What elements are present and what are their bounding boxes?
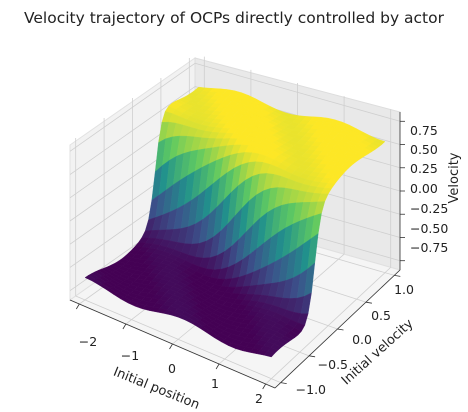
y-tick-mark — [280, 382, 287, 385]
z-tick-label: −0.75 — [410, 240, 448, 255]
x-tick-label: 0 — [168, 361, 176, 376]
z-axis-label: Velocity — [447, 152, 462, 203]
z-tick-label: 0.50 — [410, 142, 438, 157]
surface — [84, 86, 386, 358]
x-tick-label: 1 — [211, 376, 219, 391]
surface-patch — [263, 350, 276, 358]
y-tick-label: 1.0 — [394, 282, 414, 297]
z-tick-label: −0.25 — [410, 201, 448, 216]
z-tick-label: −0.50 — [410, 221, 448, 236]
x-tick-mark — [262, 383, 267, 390]
x-tick-label: −1 — [121, 348, 139, 363]
y-axis-label: Initial velocity — [339, 316, 417, 388]
y-tick-label: 0.0 — [352, 332, 372, 347]
z-tick-label: 0.00 — [410, 181, 438, 196]
x-tick-label: 2 — [255, 391, 263, 406]
grid-line — [194, 62, 401, 122]
grid-line — [69, 62, 196, 152]
chart-title: Velocity trajectory of OCPs directly con… — [24, 9, 445, 27]
z-tick-label: 0.25 — [410, 161, 438, 176]
z-tick-label: 0.75 — [410, 123, 438, 138]
tick-marks — [75, 120, 405, 390]
y-tick-mark — [337, 328, 344, 331]
y-tick-mark — [365, 301, 372, 304]
grid-line — [69, 86, 196, 175]
y-tick-label: −0.5 — [318, 357, 348, 372]
x-tick-mark — [122, 323, 127, 330]
y-tick-label: 0.5 — [371, 308, 391, 323]
x-tick-mark — [169, 343, 173, 350]
grid-line — [75, 295, 281, 384]
x-axis-label: Initial position — [111, 365, 202, 412]
x-tick-mark — [215, 363, 220, 370]
x-tick-label: −2 — [79, 334, 97, 349]
x-tick-mark — [75, 303, 80, 310]
y-tick-label: −1.0 — [296, 382, 326, 397]
y-tick-mark — [394, 274, 401, 277]
y-tick-mark — [309, 355, 316, 358]
